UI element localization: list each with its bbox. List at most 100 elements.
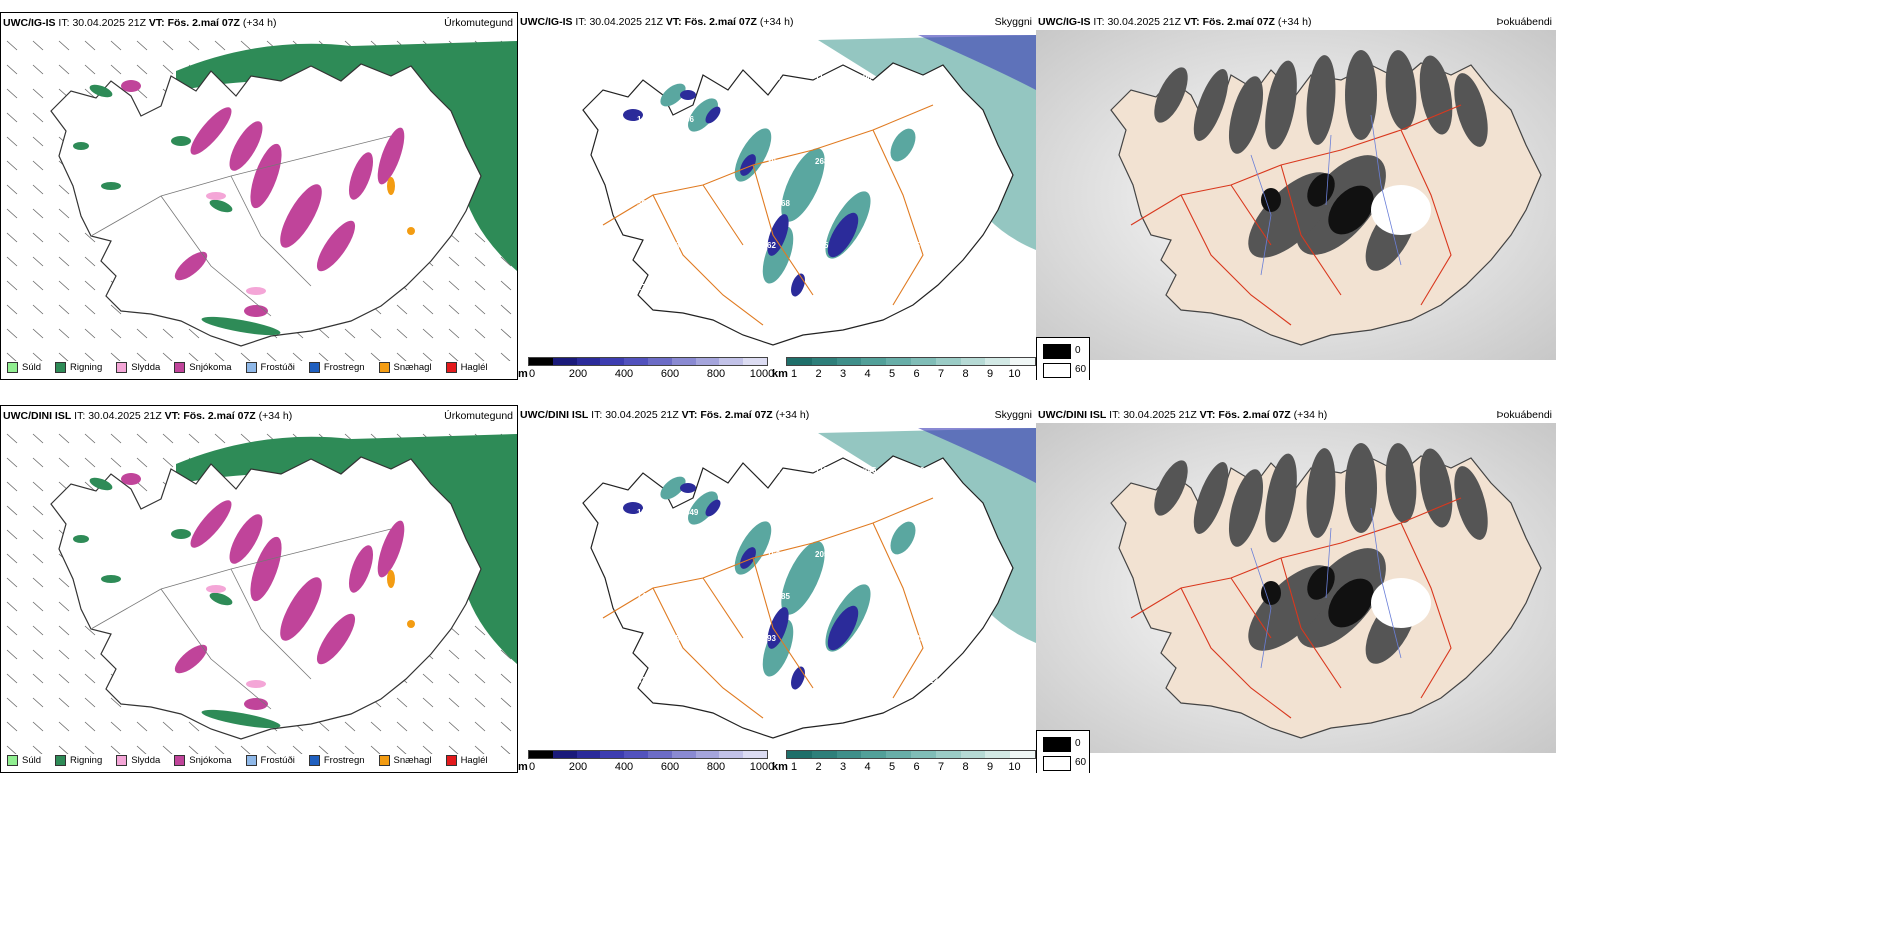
legend-item: Slydda [116,754,161,766]
legend-label: Haglél [460,754,488,766]
visibility-value-label: 66 [685,115,694,124]
visibility-value-label: 196 [637,508,651,517]
legend-label: Snæhagl [393,361,432,373]
precip-type-map [6,40,517,361]
visibility-value-label: 88 [781,508,790,517]
panel-header: UWC/DINI ISL IT: 30.04.2025 21Z VT: Fös.… [3,410,513,422]
cloudbase-colorbar: m 0 200 400 600 800 1000 [518,357,774,380]
visibility-value-label: 59 [733,115,742,124]
visibility-value-label: 50 [637,199,646,208]
visibility-value-label: 233 [719,157,733,166]
visibility-value-label: 37 [877,676,886,685]
precip-legend: Súld Rigning Slydda Snjókoma Frostúði Frostre… [1,751,488,769]
legend-label: Slydda [131,754,161,766]
colorbar-tick: 1 [790,368,798,380]
legend-item: Frostregn [308,754,365,766]
fog-index-map [1036,30,1556,360]
visibility-value-label: 118 [815,466,828,475]
visibility-value-label: 75 [733,199,742,208]
panel-header: UWC/DINI ISL IT: 30.04.2025 21Z VT: Fös.… [520,409,1032,421]
colorbar-tick: 1 [790,761,798,773]
fog-index-panel-top: UWC/IG-IS IT: 30.04.2025 21Z VT: Fös. 2.… [1036,12,1556,380]
visibility-value-label: 271 [733,508,747,517]
visibility-panel-bottom: UWC/DINI ISL IT: 30.04.2025 21Z VT: Fös.… [518,405,1036,773]
colorbar-unit: km [772,761,788,773]
visibility-colorbar: km 1 2 3 4 5 6 7 8 9 10 [772,750,1036,773]
visibility-value-label: 11 [815,73,824,82]
visibility-value-label: 145 [671,466,685,475]
visibility-value-label: 170 [637,283,651,292]
visibility-value-label: 207 [925,115,939,124]
visibility-value-label: 87 [623,241,632,250]
precip-type-map [6,433,517,754]
legend-swatch [378,361,390,373]
visibility-value-label: 99 [623,550,632,559]
colorbar-tick: 0 [528,368,536,380]
visibility-value-label: 60 [877,199,886,208]
visibility-value-label: 85 [911,241,920,250]
visibility-value-label: 82 [829,676,838,685]
visibility-value-label: 58 [863,241,872,250]
panel-title: Þokuábendi [1496,409,1552,421]
visibility-map: 74 119 91 103 11 90 89 144 66 59 167 61 237 207 82 160 2… [582,35,1036,346]
visibility-value-label: 90 [863,73,872,82]
visibility-value-label: 92 [719,466,728,475]
visibility-value-label: 77 [829,592,838,601]
visibility-value-label: 118 [863,157,876,166]
colorbar-tick: 400 [614,368,634,380]
visibility-value-label: 74 [623,73,632,82]
visibility-value-label: 101 [829,508,843,517]
legend-swatch [445,361,457,373]
colorbar-tick: 10 [1008,761,1021,773]
colorbar-tick: 200 [568,761,588,773]
visibility-value-label: 81 [637,676,646,685]
panel-title: Skyggni [994,409,1032,421]
visibility-value-label: 68 [685,283,694,292]
colorbar-tick: 6 [913,368,920,380]
colorbar-tick: 800 [706,368,726,380]
visibility-value-label: 237 [877,115,891,124]
precip-type-panel-bottom: UWC/DINI ISL IT: 30.04.2025 21Z VT: Fös.… [0,405,518,773]
panel-header: UWC/DINI ISL IT: 30.04.2025 21Z VT: Fös.… [1038,409,1552,421]
fog-index-panel-bottom: UWC/DINI ISL IT: 30.04.2025 21Z VT: Fös.… [1036,405,1556,773]
legend-swatch [7,754,18,766]
precip-type-panel-top: UWC/IG-IS IT: 30.04.2025 21Z VT: Fös. 2.… [0,12,518,380]
colorbar-tick: 600 [660,761,680,773]
visibility-value-label: 82 [863,634,872,643]
colorbar-tick: 4 [864,368,871,380]
visibility-value-label: 137 [863,550,877,559]
visibility-value-label: 68 [781,199,790,208]
legend-swatch [174,754,186,766]
visibility-value-label: 105 [815,241,829,250]
visibility-value-label: 83 [671,241,680,250]
legend-label: Slydda [131,361,161,373]
fog-index-map [1036,423,1556,753]
legend-swatch [116,361,128,373]
legend-swatch [245,361,257,373]
panel-title: Skyggni [994,16,1032,28]
legend-item: Súld [7,361,41,373]
legend-label: Frostúði [260,361,295,373]
visibility-value-label: 46 [719,634,728,643]
visibility-value-label: 148 [719,550,733,559]
colorbar-tick: 9 [986,761,994,773]
visibility-value-label: 268 [815,157,829,166]
visibility-value-label: 57 [877,592,886,601]
visibility-value-label: 117 [685,592,698,601]
visibility-value-label: 105 [877,508,891,517]
visibility-value-label: 93 [671,550,680,559]
colorbar-tick: 800 [706,761,726,773]
panel-header: UWC/IG-IS IT: 30.04.2025 21Z VT: Fös. 2.… [1038,16,1552,28]
colorbar-tick: 0 [528,761,536,773]
visibility-value-label: 549 [685,508,699,517]
colorbar-tick: 3 [839,761,847,773]
panel-header: UWC/IG-IS IT: 30.04.2025 21Z VT: Fös. 2.… [3,17,513,29]
colorbar-tick: 2 [815,368,822,380]
visibility-value-label: 112 [925,676,938,685]
visibility-value-label: 167 [781,115,795,124]
visibility-value-label: 74 [637,592,646,601]
colorbar-tick: 7 [937,368,945,380]
colorbar-tick: 7 [937,761,945,773]
visibility-value-label: 82 [623,157,632,166]
visibility-value-label: 64 [925,199,934,208]
